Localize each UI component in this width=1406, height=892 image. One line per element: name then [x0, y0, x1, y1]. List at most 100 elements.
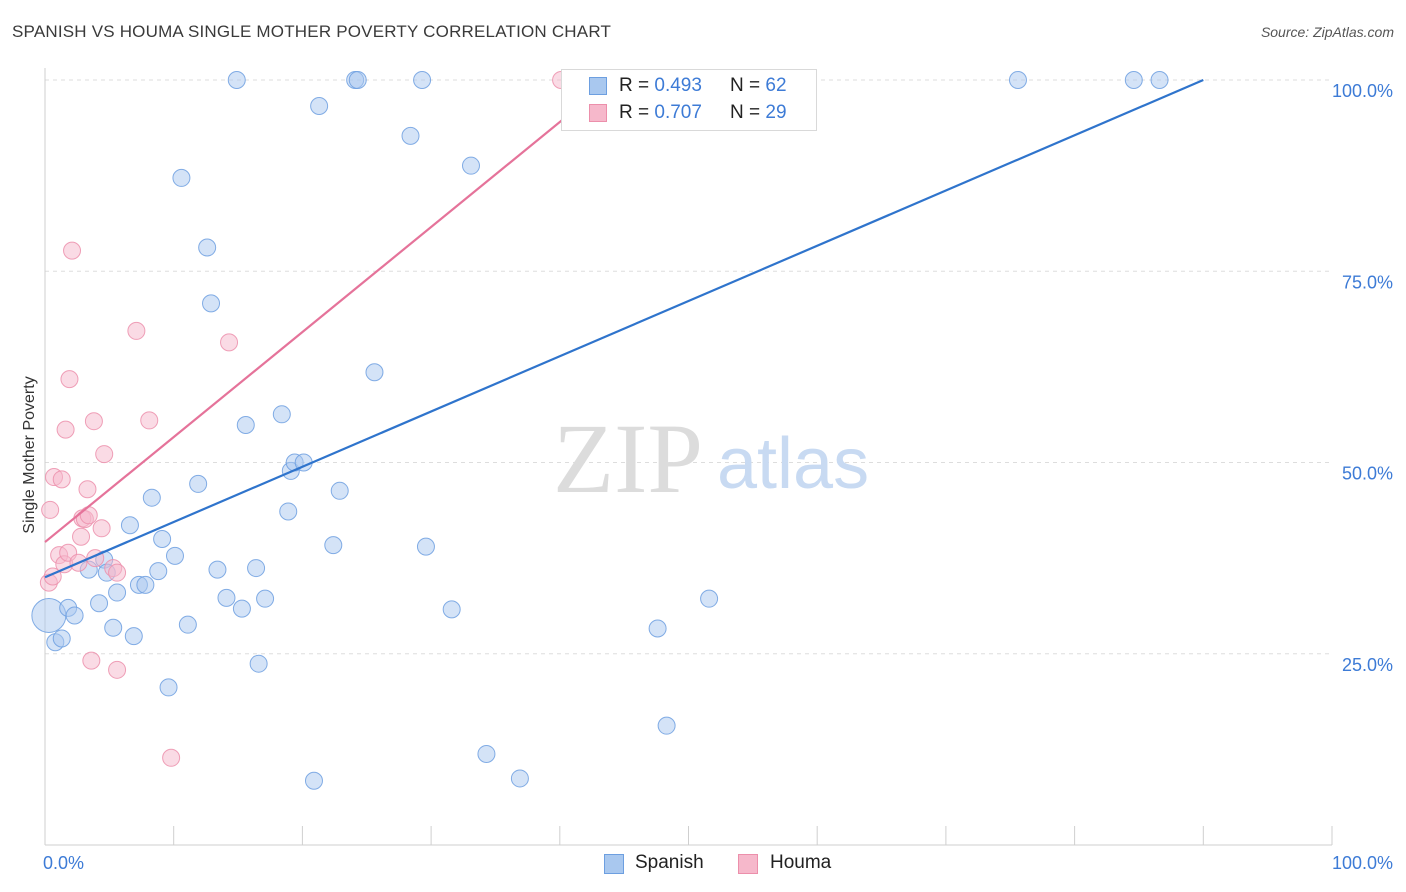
legend-r-label-spanish: R =: [619, 75, 655, 96]
y-axis-title: Single Mother Poverty: [21, 376, 38, 533]
data-point-spanish: [232, 599, 251, 618]
data-point-spanish: [1124, 71, 1143, 89]
legend-swatch-spanish: [589, 77, 607, 95]
data-point-spanish: [510, 769, 529, 788]
data-point-houma: [82, 651, 101, 670]
grid-layer: [45, 79, 1332, 655]
bottom-legend-swatch-houma: [738, 854, 758, 874]
labels-layer: 25.0% 50.0% 75.0% 100.0% 0.0% 100.0%: [43, 81, 1393, 873]
data-point-spanish: [104, 618, 123, 637]
points-layer: [31, 71, 1169, 790]
data-point-spanish: [236, 416, 255, 435]
bottom-legend-label-spanish: Spanish: [635, 852, 704, 873]
legend-row-spanish: R = 0.493: [619, 75, 702, 97]
data-point-houma: [108, 660, 127, 679]
data-point-houma: [63, 241, 82, 260]
data-point-houma: [72, 527, 91, 546]
data-point-houma: [56, 420, 75, 439]
legend-n-label-houma: N =: [730, 102, 766, 123]
data-point-spanish: [657, 716, 676, 735]
x-tick-label-min: 0.0%: [43, 853, 84, 873]
data-point-houma: [140, 411, 159, 430]
data-point-spanish: [227, 71, 246, 89]
data-point-houma: [108, 563, 127, 582]
legend-n-value-houma: 29: [765, 102, 787, 123]
source-label: Source: ZipAtlas.com: [1260, 24, 1394, 40]
watermark: ZIP atlas: [553, 403, 869, 514]
data-point-houma: [95, 445, 114, 464]
data-point-spanish: [178, 615, 197, 634]
legend-n-value-spanish: 62: [765, 75, 787, 96]
axes-layer: [44, 68, 1333, 846]
data-point-houma: [127, 321, 146, 340]
data-point-houma: [52, 470, 71, 489]
x-tick-label-max: 100.0%: [1332, 853, 1393, 873]
trend-line-houma: [44, 79, 612, 543]
data-point-spanish: [365, 363, 384, 382]
data-point-spanish: [401, 126, 420, 145]
data-point-spanish: [172, 168, 191, 187]
data-point-houma: [78, 480, 97, 499]
data-point-spanish: [217, 588, 236, 607]
trend-line-spanish: [44, 78, 1204, 579]
data-point-spanish: [247, 559, 266, 578]
data-point-spanish: [416, 537, 435, 556]
data-point-houma: [79, 506, 98, 525]
legend-n-spanish: N = 62: [730, 75, 787, 97]
watermark-atlas: atlas: [717, 424, 869, 504]
watermark-zip: ZIP: [553, 403, 703, 514]
data-point-spanish: [348, 71, 367, 89]
data-point-houma: [92, 519, 111, 538]
data-point-spanish: [124, 627, 143, 646]
data-point-houma: [84, 412, 103, 431]
data-point-spanish: [189, 474, 208, 493]
legend-r-label-houma: R =: [619, 102, 655, 123]
data-point-spanish: [1150, 71, 1169, 89]
legend-r-value-spanish: 0.493: [654, 75, 702, 96]
data-point-spanish: [310, 97, 329, 116]
data-point-houma: [60, 370, 79, 389]
data-point-spanish: [648, 619, 667, 638]
bottom-legend-label-houma: Houma: [770, 852, 832, 873]
y-tick-label: 25.0%: [1342, 655, 1393, 675]
data-point-spanish: [279, 502, 298, 521]
legend-r-value-houma: 0.707: [654, 102, 702, 123]
data-point-spanish: [304, 771, 323, 790]
legend-row-houma: R = 0.707: [619, 102, 702, 124]
correlation-legend: R = 0.493 N = 62 R = 0.707 N = 29: [561, 69, 817, 131]
data-point-spanish: [120, 516, 139, 535]
data-point-spanish: [142, 488, 161, 507]
data-point-spanish: [324, 536, 343, 555]
data-point-spanish: [413, 71, 432, 89]
data-point-spanish: [700, 589, 719, 608]
data-point-spanish: [65, 606, 84, 625]
data-point-spanish: [198, 238, 217, 257]
data-point-spanish: [461, 156, 480, 175]
data-point-spanish: [149, 562, 168, 581]
legend-n-label-spanish: N =: [730, 75, 766, 96]
legend-swatch-houma: [589, 104, 607, 122]
data-point-spanish: [52, 629, 71, 648]
data-point-spanish: [249, 654, 268, 673]
data-point-houma: [220, 333, 239, 352]
y-tick-label: 100.0%: [1332, 81, 1393, 101]
data-point-houma: [162, 748, 181, 767]
data-point-spanish: [165, 546, 184, 565]
chart-title: SPANISH VS HOUMA SINGLE MOTHER POVERTY C…: [12, 22, 612, 41]
y-tick-label: 50.0%: [1342, 464, 1393, 484]
data-point-spanish: [108, 583, 127, 602]
data-point-spanish: [136, 575, 155, 594]
data-point-spanish: [159, 678, 178, 697]
data-point-spanish: [208, 560, 227, 579]
data-point-spanish: [272, 405, 291, 424]
data-point-spanish: [1008, 71, 1027, 89]
data-point-spanish: [153, 530, 172, 548]
legend-n-houma: N = 29: [730, 102, 787, 124]
data-point-spanish: [202, 294, 221, 313]
bottom-legend-swatch-spanish: [604, 854, 624, 874]
trend-layer: [44, 78, 1204, 579]
data-point-spanish: [256, 589, 275, 608]
data-point-spanish: [442, 600, 461, 619]
y-tick-label: 75.0%: [1342, 272, 1393, 292]
